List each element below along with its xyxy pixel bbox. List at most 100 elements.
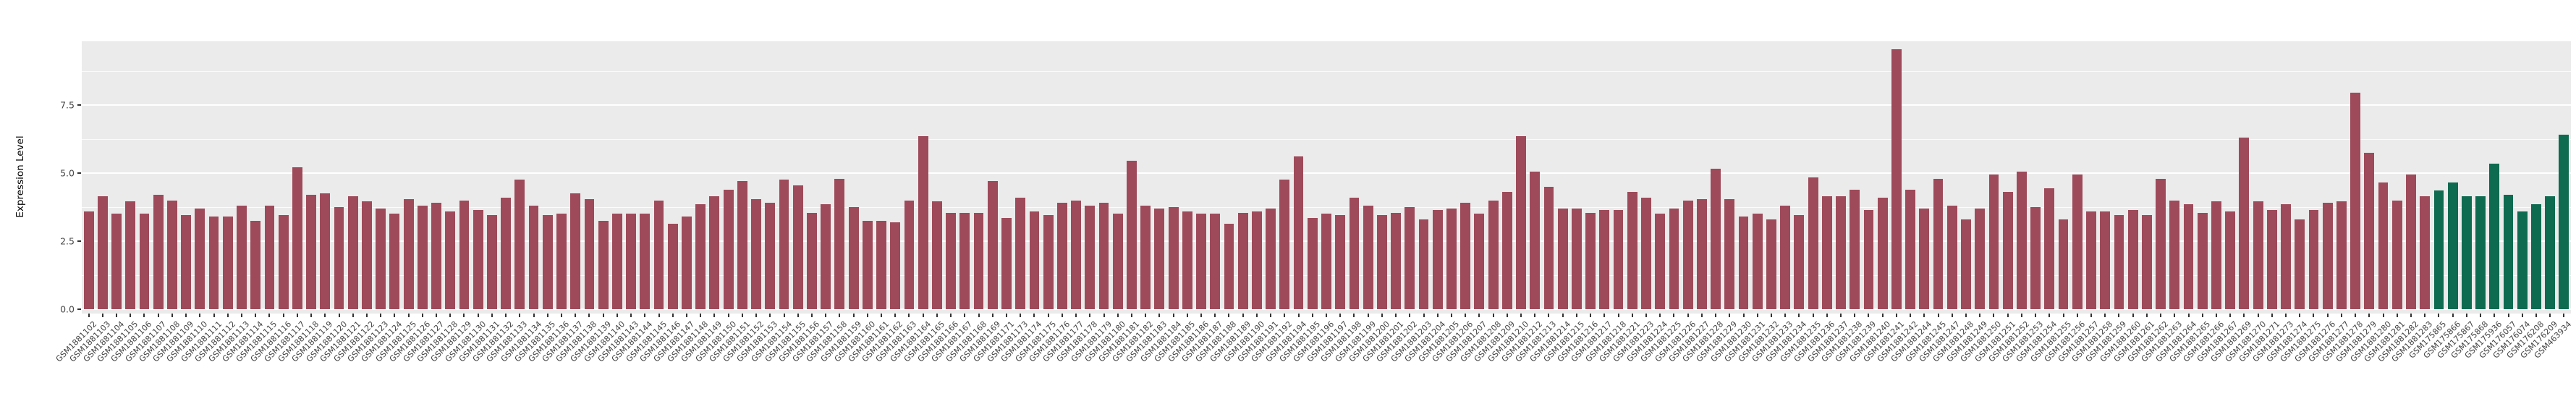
x-axis-tick <box>1270 314 1272 317</box>
x-axis-tick <box>769 314 771 317</box>
bar-GSM1881130 <box>473 209 483 309</box>
bar-GSM1881148 <box>695 204 706 309</box>
bar-GSM1881214 <box>1557 208 1568 309</box>
x-axis-tick <box>1840 314 1842 317</box>
bar-GSM1881188 <box>1224 223 1234 309</box>
bar-GSM1881118 <box>306 195 316 309</box>
bar-GSM1881236 <box>1821 196 1832 309</box>
bar-GSM1881123 <box>376 208 386 309</box>
bar-GSM1881125 <box>403 198 414 309</box>
x-axis-tick <box>755 314 758 317</box>
x-axis-tick <box>1020 314 1022 317</box>
x-axis-tick <box>2424 314 2426 317</box>
bar-GSM1881260 <box>2127 209 2138 309</box>
bar-GSM1881262 <box>2156 178 2166 309</box>
bar-GSM175865 <box>2433 190 2444 309</box>
x-axis-tick <box>2494 314 2496 317</box>
x-axis-tick <box>2313 314 2315 317</box>
bar-GSM1881198 <box>1349 197 1360 309</box>
x-axis-tick <box>310 314 313 317</box>
x-axis-tick <box>505 314 507 317</box>
x-axis-tick <box>2465 314 2467 317</box>
bar-GSM1881281 <box>2391 200 2402 309</box>
bar-GSM1881154 <box>779 180 789 309</box>
y-axis-tick <box>77 240 81 242</box>
bar-GSM1881126 <box>417 206 428 309</box>
x-axis-tick <box>1311 314 1313 317</box>
x-axis-tick <box>783 314 785 317</box>
bar-GSM1881167 <box>959 212 970 309</box>
bar-GSM1881274 <box>2295 219 2305 309</box>
gridline-major <box>82 172 2571 174</box>
bar-GSM1881185 <box>1182 211 1192 309</box>
bar-GSM1881163 <box>904 200 915 309</box>
x-axis-tick <box>365 314 368 317</box>
bar-GSM1881184 <box>1168 207 1179 309</box>
bar-GSM1881213 <box>1543 186 1554 309</box>
x-axis-tick <box>157 314 159 317</box>
x-axis-tick <box>2452 314 2454 317</box>
bar-GSM1881151 <box>737 181 747 309</box>
x-axis-tick <box>588 314 590 317</box>
x-axis-tick <box>810 314 813 317</box>
x-axis-tick <box>519 314 521 317</box>
y-axis-tick <box>77 308 81 310</box>
x-axis-tick <box>1130 314 1132 317</box>
bar-GSM1881237 <box>1836 196 1846 309</box>
bar-GSM1881117 <box>292 167 302 309</box>
x-axis-tick <box>1506 314 1508 317</box>
x-axis-tick <box>2326 314 2329 317</box>
bar-GSM1881249 <box>1975 208 1986 309</box>
bar-GSM1881168 <box>973 212 984 309</box>
bar-GSM1881212 <box>1530 172 1541 309</box>
bar-GSM1881174 <box>1029 211 1040 309</box>
bar-GSM1881230 <box>1738 217 1749 309</box>
x-axis-tick <box>644 314 646 317</box>
bar-GSM1881199 <box>1363 206 1373 309</box>
bar-GSM1881206 <box>1460 203 1471 309</box>
bar-GSM1881192 <box>1279 180 1290 309</box>
bar-GSM1881162 <box>890 222 901 309</box>
bar-GSM1881175 <box>1043 215 1054 309</box>
x-axis-tick <box>1033 314 1035 317</box>
x-axis-tick <box>2160 314 2162 317</box>
bar-GSM1881115 <box>264 206 275 309</box>
x-axis-tick <box>1339 314 1342 317</box>
x-axis-tick <box>2076 314 2078 317</box>
bar-GSM176209 <box>2545 196 2556 309</box>
x-axis-tick <box>407 314 410 317</box>
x-axis-tick <box>241 314 242 317</box>
bar-GSM1881102 <box>83 211 94 309</box>
x-axis-tick <box>1910 314 1912 317</box>
x-axis-tick <box>2382 314 2384 317</box>
x-axis-tick <box>2271 314 2273 317</box>
bar-GSM1881169 <box>987 181 998 309</box>
bar-GSM1881267 <box>2225 211 2236 309</box>
bar-GSM1881144 <box>640 214 651 309</box>
x-axis-tick <box>533 314 535 317</box>
bar-GSM1881120 <box>334 207 344 309</box>
x-axis-tick <box>2020 314 2022 317</box>
x-axis-tick <box>226 314 229 317</box>
bar-GSM1881256 <box>2072 174 2083 309</box>
x-axis-tick <box>2438 314 2440 317</box>
x-axis-tick <box>1575 314 1577 317</box>
bar-GSM1881279 <box>2364 152 2375 309</box>
x-axis-tick <box>421 314 423 317</box>
x-axis-tick <box>2257 314 2259 317</box>
bar-GSM1881140 <box>611 214 622 309</box>
bar-GSM1881111 <box>208 217 219 309</box>
bar-GSM1881275 <box>2308 209 2319 309</box>
bar-GSM1881139 <box>598 220 609 309</box>
bar-GSM1881145 <box>653 200 664 309</box>
x-axis-tick <box>1047 314 1049 317</box>
bar-GSM1881259 <box>2114 215 2124 309</box>
bar-GSM1881116 <box>278 215 289 309</box>
bar-GSM1881119 <box>320 193 331 309</box>
x-axis-tick <box>894 314 897 317</box>
bar-GSM1881129 <box>459 200 470 309</box>
x-axis-tick <box>1242 314 1244 317</box>
x-axis-tick <box>630 314 632 317</box>
bar-GSM1881157 <box>821 204 831 309</box>
x-axis-tick <box>978 314 980 317</box>
